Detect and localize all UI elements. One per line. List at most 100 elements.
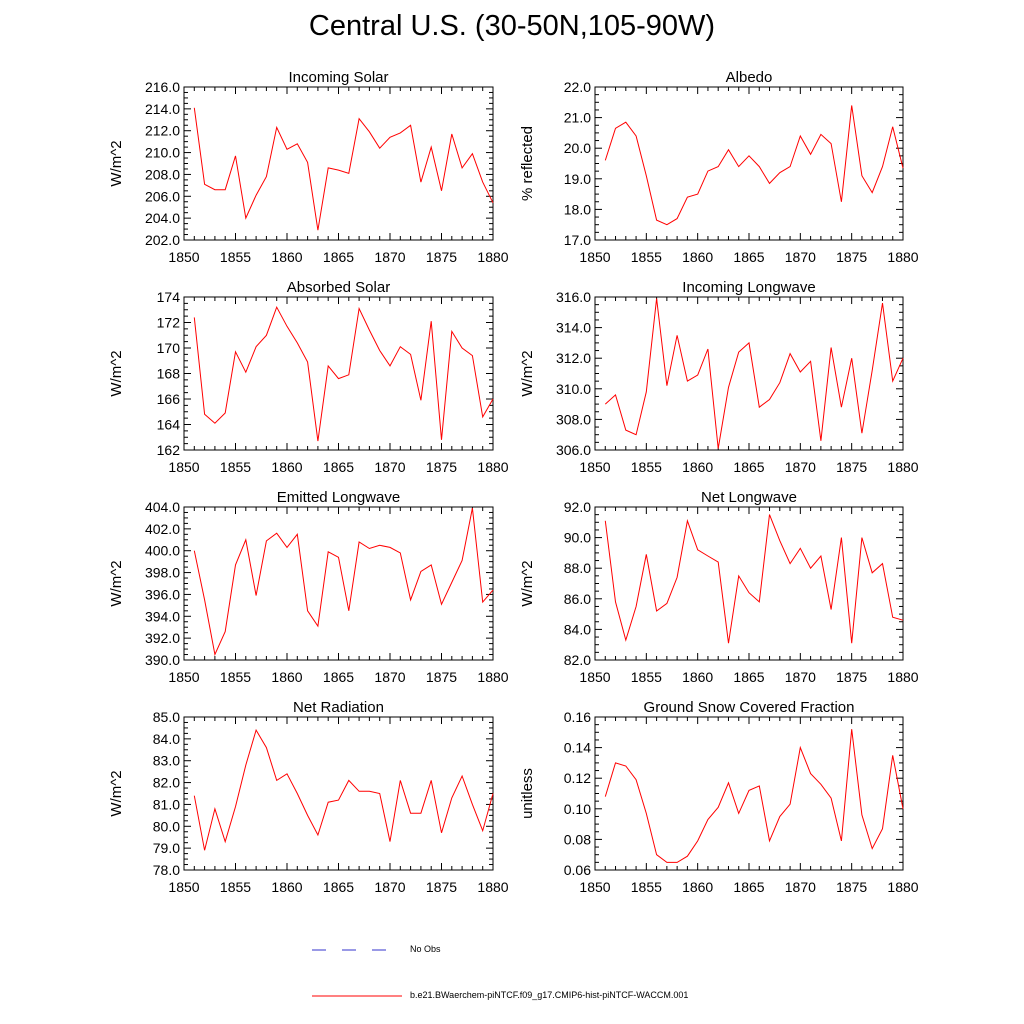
x-tick-label: 1855 bbox=[220, 459, 251, 475]
panel-net-longwave: 1850 1855 1860 1865 1870 1875 1880 82.0 84.0 86.0… bbox=[519, 489, 919, 685]
y-axis-label: W/m^2 bbox=[108, 770, 125, 816]
y-tick-label: 316.0 bbox=[556, 289, 591, 305]
x-tick-label: 1860 bbox=[271, 459, 302, 475]
x-tick-label: 1880 bbox=[887, 879, 918, 895]
x-tick-label: 1880 bbox=[477, 249, 508, 265]
y-tick-label: 19.0 bbox=[564, 171, 591, 187]
y-tick-label: 404.0 bbox=[145, 499, 180, 515]
plot-frame bbox=[594, 716, 904, 871]
y-tick-label: 174 bbox=[157, 289, 181, 305]
x-tick-label: 1850 bbox=[168, 459, 199, 475]
y-tick-label: 394.0 bbox=[145, 608, 180, 624]
x-tick-label: 1880 bbox=[887, 669, 918, 685]
plot-frame bbox=[594, 296, 904, 451]
y-tick-label: 402.0 bbox=[145, 521, 180, 537]
x-tick-label: 1865 bbox=[323, 249, 354, 265]
x-tick-label: 1855 bbox=[631, 879, 662, 895]
y-tick-label: 216.0 bbox=[145, 79, 180, 95]
series-line bbox=[193, 728, 494, 851]
y-tick-label: 306.0 bbox=[556, 442, 591, 458]
y-tick-label: 0.12 bbox=[564, 770, 591, 786]
x-tick-label: 1880 bbox=[477, 669, 508, 685]
y-tick-label: 90.0 bbox=[564, 530, 591, 546]
y-tick-label: 82.0 bbox=[564, 652, 591, 668]
series-line bbox=[604, 105, 904, 226]
x-tick-label: 1870 bbox=[785, 249, 816, 265]
y-tick-label: 0.16 bbox=[564, 709, 591, 725]
y-tick-label: 85.0 bbox=[153, 709, 180, 725]
x-tick-label: 1875 bbox=[836, 459, 867, 475]
page-title: Central U.S. (30-50N,105-90W) bbox=[308, 10, 716, 42]
series-line bbox=[193, 508, 494, 657]
y-tick-label: 92.0 bbox=[564, 499, 591, 515]
series-line bbox=[193, 107, 494, 231]
plot-frame bbox=[594, 506, 904, 661]
y-tick-label: 0.06 bbox=[564, 862, 591, 878]
y-tick-label: 314.0 bbox=[556, 320, 591, 336]
x-tick-label: 1875 bbox=[836, 879, 867, 895]
x-tick-label: 1880 bbox=[477, 459, 508, 475]
x-tick-label: 1870 bbox=[374, 249, 405, 265]
x-tick-label: 1860 bbox=[271, 249, 302, 265]
x-tick-label: 1855 bbox=[220, 879, 251, 895]
plot-frame bbox=[183, 716, 494, 871]
y-tick-label: 81.0 bbox=[153, 796, 180, 812]
x-tick-label: 1860 bbox=[682, 669, 713, 685]
panel-title: Albedo bbox=[726, 69, 773, 86]
y-tick-label: 172 bbox=[157, 315, 181, 331]
x-tick-label: 1865 bbox=[733, 879, 764, 895]
plot-frame bbox=[183, 296, 494, 451]
x-tick-label: 1880 bbox=[477, 879, 508, 895]
panel-ground-snow-covered-fraction: 1850 1855 1860 1865 1870 1875 1880 0.06 0.08 0.10… bbox=[519, 699, 919, 895]
y-axis-label: W/m^2 bbox=[108, 350, 125, 396]
x-tick-label: 1860 bbox=[682, 879, 713, 895]
x-tick-label: 1875 bbox=[426, 879, 457, 895]
x-tick-label: 1880 bbox=[887, 249, 918, 265]
y-tick-label: 164 bbox=[157, 417, 181, 433]
y-tick-label: 82.0 bbox=[153, 775, 180, 791]
y-tick-label: 0.08 bbox=[564, 831, 591, 847]
x-tick-label: 1875 bbox=[426, 249, 457, 265]
x-tick-label: 1865 bbox=[323, 459, 354, 475]
y-tick-label: 22.0 bbox=[564, 79, 591, 95]
x-tick-label: 1865 bbox=[733, 669, 764, 685]
x-tick-label: 1880 bbox=[887, 459, 918, 475]
series-line bbox=[604, 298, 904, 449]
x-tick-label: 1860 bbox=[271, 669, 302, 685]
x-tick-label: 1855 bbox=[220, 249, 251, 265]
y-tick-label: 208.0 bbox=[145, 166, 180, 182]
legend-obs-label: No Obs bbox=[410, 944, 441, 954]
y-tick-label: 86.0 bbox=[564, 591, 591, 607]
x-tick-label: 1870 bbox=[785, 879, 816, 895]
legend-model-label: b.e21.BWaerchem-piNTCF.f09_g17.CMIP6-his… bbox=[410, 990, 689, 1000]
legend bbox=[312, 949, 402, 997]
y-tick-label: 0.14 bbox=[564, 740, 591, 756]
panel-title: Absorbed Solar bbox=[287, 279, 390, 296]
y-tick-label: 79.0 bbox=[153, 840, 180, 856]
x-tick-label: 1860 bbox=[682, 249, 713, 265]
y-tick-label: 18.0 bbox=[564, 201, 591, 217]
x-tick-label: 1850 bbox=[168, 249, 199, 265]
x-tick-label: 1865 bbox=[323, 879, 354, 895]
x-tick-label: 1870 bbox=[374, 669, 405, 685]
panel-net-radiation: 1850 1855 1860 1865 1870 1875 1880 78.0 79.0 80.0… bbox=[108, 699, 509, 895]
series-line bbox=[604, 514, 904, 644]
x-tick-label: 1850 bbox=[579, 879, 610, 895]
panel-absorbed-solar: 1850 1855 1860 1865 1870 1875 1880 162 164 166 168… bbox=[108, 279, 509, 475]
x-tick-label: 1875 bbox=[836, 669, 867, 685]
x-tick-label: 1870 bbox=[785, 459, 816, 475]
y-tick-label: 166 bbox=[157, 391, 181, 407]
plot-frame bbox=[594, 86, 904, 241]
panel-incoming-longwave: 1850 1855 1860 1865 1870 1875 1880 306.0 308.0 31… bbox=[519, 279, 919, 475]
y-axis-label: W/m^2 bbox=[519, 350, 536, 396]
y-tick-label: 206.0 bbox=[145, 188, 180, 204]
y-tick-label: 78.0 bbox=[153, 862, 180, 878]
panel-incoming-solar: 1850 1855 1860 1865 1870 1875 1880 202.0 204.0 20… bbox=[108, 69, 509, 265]
y-tick-label: 210.0 bbox=[145, 145, 180, 161]
y-tick-label: 212.0 bbox=[145, 123, 180, 139]
y-tick-label: 204.0 bbox=[145, 210, 180, 226]
y-tick-label: 396.0 bbox=[145, 586, 180, 602]
y-tick-label: 168 bbox=[157, 366, 181, 382]
y-tick-label: 392.0 bbox=[145, 630, 180, 646]
y-tick-label: 308.0 bbox=[556, 411, 591, 427]
